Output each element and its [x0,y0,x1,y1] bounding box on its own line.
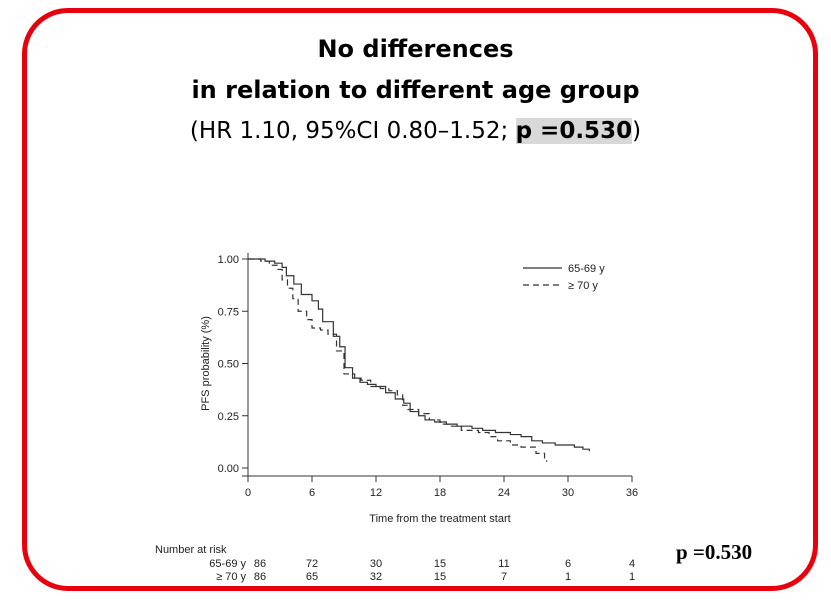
y-tick-label: 0.50 [218,359,239,371]
risk-row-label: ≥ 70 y [216,571,246,583]
y-axis-title: PFS probability (%) [200,316,212,411]
risk-count: 1 [565,571,571,583]
p-value-note: p =0.530 [676,540,753,564]
risk-count: 4 [629,558,635,570]
km-curve-2 [248,258,548,462]
legend-label-1: 65-69 y [568,263,605,275]
x-tick-label: 6 [309,487,315,499]
p-value-highlight: p =0.530 [515,118,633,144]
risk-count: 86 [254,571,266,583]
legend: 65-69 y ≥ 70 y [523,263,605,292]
risk-row-label: 65-69 y [209,558,246,570]
y-tick-label: 0.00 [218,463,239,475]
x-tick-label: 30 [562,487,574,499]
x-tick-label: 0 [245,487,251,499]
x-tick-label: 18 [434,487,446,499]
slide-frame [22,8,818,591]
y-tick-label: 0.25 [218,411,239,423]
heading-line-3: (HR 1.10, 95%CI 0.80–1.52; p =0.530) [0,115,831,147]
risk-count: 6 [565,558,571,570]
risk-table-title: Number at risk [155,544,227,556]
risk-count: 30 [370,558,382,570]
heading-line-2: in relation to different age group [191,76,640,104]
risk-count: 15 [434,571,446,583]
x-tick-label: 36 [626,487,638,499]
x-tick-label: 12 [370,487,382,499]
heading-line-1: No differences [317,35,514,63]
legend-label-2: ≥ 70 y [568,280,598,292]
risk-count: 72 [306,558,318,570]
y-tick-label: 0.75 [218,306,239,318]
risk-count: 7 [501,571,507,583]
risk-count: 1 [629,571,635,583]
x-tick-label: 24 [498,487,510,499]
km-curve-1 [248,258,590,452]
y-tick-label: 1.00 [218,254,239,266]
risk-count: 11 [498,558,509,570]
survival-curves [248,258,590,462]
risk-count: 86 [254,558,266,570]
x-axis-title: Time from the treatment start [369,513,510,525]
hr-close-paren: ) [632,118,642,144]
axes: 0.00 0.25 0.50 0.75 1.00 0 6 12 18 24 30 36 Time fro… [200,253,638,525]
hr-text: (HR 1.10, 95%CI 0.80–1.52; [189,118,516,144]
risk-count: 65 [306,571,318,583]
risk-count: 32 [370,571,382,583]
risk-count: 15 [434,558,446,570]
